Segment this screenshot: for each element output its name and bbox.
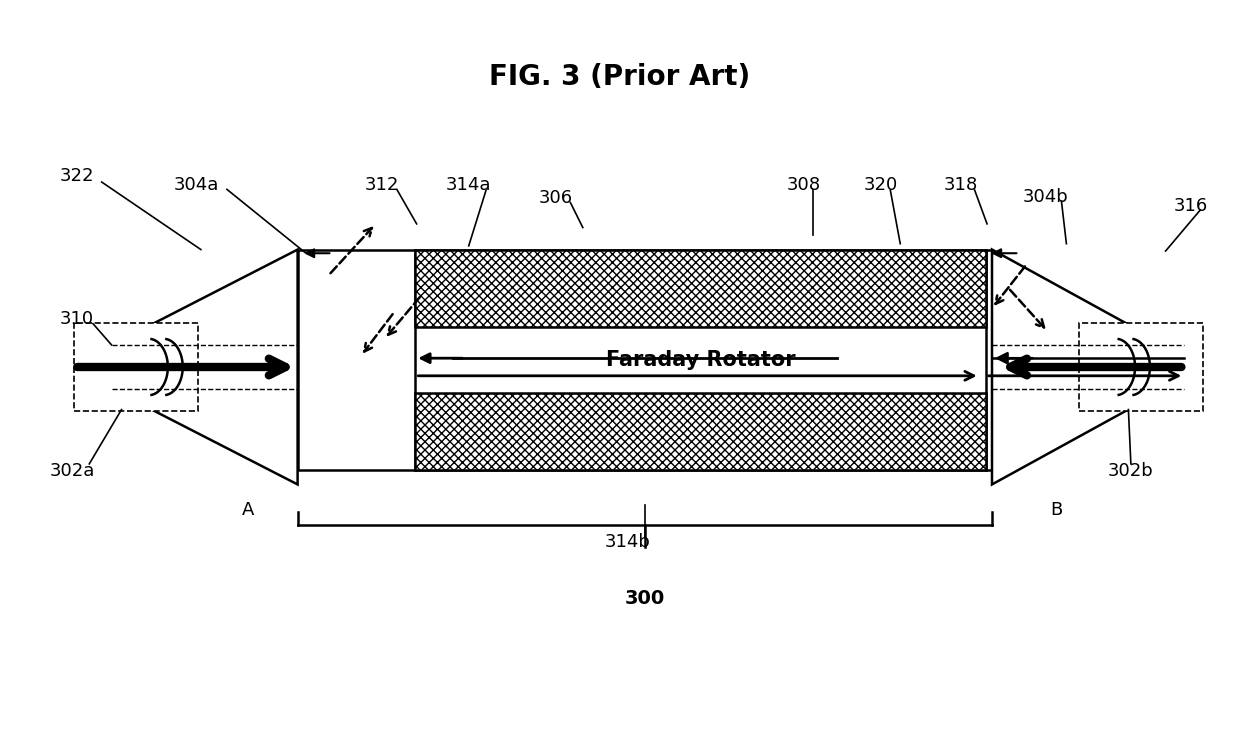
- Bar: [298, 250, 992, 470]
- Text: 320: 320: [863, 176, 898, 194]
- Text: A: A: [242, 501, 254, 519]
- Bar: [415, 250, 986, 327]
- Text: 304b: 304b: [1023, 188, 1068, 206]
- Polygon shape: [112, 250, 298, 484]
- Text: 314b: 314b: [605, 533, 650, 550]
- Text: 312: 312: [365, 176, 399, 194]
- Text: 304a: 304a: [174, 176, 218, 194]
- Text: 310: 310: [60, 310, 94, 328]
- Text: 300: 300: [625, 589, 665, 608]
- Bar: [415, 393, 986, 470]
- Text: 308: 308: [786, 176, 821, 194]
- Text: 316: 316: [1173, 197, 1208, 214]
- Text: 302b: 302b: [1109, 462, 1153, 480]
- Text: 322: 322: [60, 167, 94, 185]
- Bar: [74, 323, 198, 411]
- Text: 306: 306: [538, 189, 573, 207]
- Text: FIG. 3 (Prior Art): FIG. 3 (Prior Art): [490, 63, 750, 91]
- Text: Faraday Rotator: Faraday Rotator: [606, 349, 795, 370]
- Polygon shape: [992, 250, 1166, 484]
- Bar: [1079, 323, 1203, 411]
- Text: B: B: [1050, 501, 1063, 519]
- Text: 318: 318: [944, 176, 978, 194]
- Text: 302a: 302a: [50, 462, 94, 480]
- Text: 314a: 314a: [446, 176, 491, 194]
